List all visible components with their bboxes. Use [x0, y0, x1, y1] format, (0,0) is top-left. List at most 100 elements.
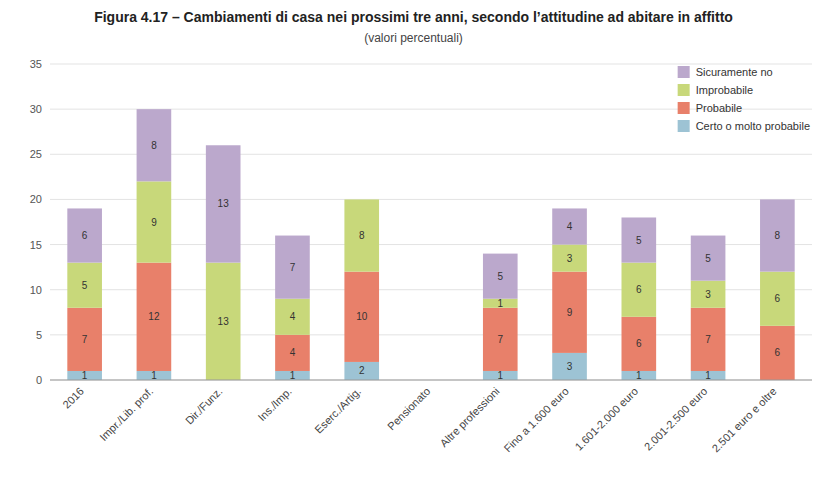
legend-swatch: [678, 120, 690, 132]
x-tick-label: Impr./Lib. prof.: [97, 385, 155, 443]
data-label: 8: [151, 140, 157, 151]
bar-segment: [344, 272, 379, 362]
y-tick-label: 25: [30, 148, 42, 160]
x-tick-label: 2.001-2.500 euro: [642, 385, 710, 453]
legend: Sicuramente no Improbabile Probabile Certo …: [678, 66, 810, 132]
data-label: 6: [82, 230, 88, 241]
data-label: 4: [290, 347, 296, 358]
data-label: 5: [82, 280, 88, 291]
bar-segment: [275, 299, 310, 335]
x-tick-label: Pensionato: [385, 385, 432, 432]
bar-segment: [622, 263, 657, 317]
chart: Figura 4.17 – Cambiamenti di casa nei pr…: [0, 0, 827, 492]
chart-container: Figura 4.17 – Cambiamenti di casa nei pr…: [0, 0, 827, 492]
data-label: 3: [567, 361, 573, 372]
data-label: 9: [151, 217, 157, 228]
data-label: 1: [82, 370, 88, 381]
bar-segment: [344, 362, 379, 380]
legend-swatch: [678, 102, 690, 114]
bars: [67, 109, 794, 380]
bar-segment: [691, 308, 726, 371]
legend-label: Improbabile: [696, 84, 753, 96]
title: Figura 4.17 – Cambiamenti di casa nei pr…: [94, 9, 733, 25]
bar-segment: [67, 208, 102, 262]
bar-segment: [67, 308, 102, 371]
bar-segment: [691, 281, 726, 308]
data-label: 4: [567, 221, 573, 232]
bar-segment: [344, 199, 379, 200]
data-label: 6: [636, 338, 642, 349]
data-label: 7: [705, 334, 711, 345]
data-label: 1: [636, 370, 642, 381]
x-tick-label: 1.601-2.000 euro: [572, 385, 640, 453]
bar-segment: [622, 371, 657, 380]
bar-segment: [483, 299, 518, 308]
y-tick-label: 35: [30, 58, 42, 70]
data-label: 5: [636, 235, 642, 246]
bar-segment: [691, 236, 726, 281]
data-label: 3: [705, 289, 711, 300]
data-label: 8: [775, 230, 781, 241]
y-tick-label: 30: [30, 103, 42, 115]
y-tick-label: 10: [30, 284, 42, 296]
legend-label: Sicuramente no: [696, 66, 773, 78]
y-tick-label: 5: [36, 329, 42, 341]
legend-label: Probabile: [696, 102, 742, 114]
data-label: 1: [705, 370, 711, 381]
data-label: 2: [359, 365, 365, 376]
bar-segment: [552, 353, 587, 380]
x-tick-label: Dir./Funz.: [183, 385, 225, 427]
x-tick-label: Ins./Imp.: [256, 385, 294, 423]
y-tick-label: 20: [30, 193, 42, 205]
bar-segment: [552, 208, 587, 244]
data-label: 6: [636, 284, 642, 295]
bar-segment: [483, 254, 518, 299]
bar-segment: [483, 308, 518, 371]
grid: [50, 64, 812, 380]
data-label: 7: [290, 262, 296, 273]
bar-segment: [552, 272, 587, 353]
bar-segment: [622, 217, 657, 262]
data-label: 7: [497, 334, 503, 345]
bar-segment: [760, 272, 795, 326]
bar-segment: [344, 199, 379, 271]
data-label: 1: [497, 370, 503, 381]
x-tick-label: Fino a 1.600 euro: [501, 385, 570, 454]
bar-segment: [137, 371, 172, 380]
data-label: 1: [290, 370, 296, 381]
data-label: 9: [567, 307, 573, 318]
bar-segment: [137, 263, 172, 371]
data-label: 7: [82, 334, 88, 345]
x-tick-label: 2.501 euro e oltre: [709, 385, 778, 454]
bar-segment: [137, 181, 172, 262]
bar-segment: [622, 317, 657, 371]
y-tick-label: 0: [36, 374, 42, 386]
data-label: 6: [775, 293, 781, 304]
bar-segment: [67, 263, 102, 308]
bar-segment: [67, 371, 102, 380]
data-label: 8: [359, 230, 365, 241]
legend-label: Certo o molto probabile: [696, 120, 810, 132]
x-tick-label: Eserc./Artig.: [312, 385, 363, 436]
data-label: 10: [356, 311, 368, 322]
x-tick-label: 2016: [60, 385, 86, 411]
bar-segment: [206, 145, 241, 262]
x-axis-line: [50, 380, 812, 381]
bar-segment: [275, 335, 310, 371]
bar-segment: [275, 236, 310, 299]
data-label: 5: [497, 271, 503, 282]
bar-segment: [137, 109, 172, 181]
bar-segment: [691, 371, 726, 380]
data-label: 6: [775, 347, 781, 358]
bar-segment: [206, 263, 241, 380]
data-label: 13: [218, 316, 230, 327]
bar-segment: [760, 199, 795, 271]
grid-line: [50, 380, 812, 381]
data-label: 1: [151, 370, 157, 381]
data-label: 5: [705, 253, 711, 264]
grid-line: [50, 64, 812, 65]
data-label: 12: [148, 311, 160, 322]
subtitle: (valori percentuali): [364, 31, 463, 45]
data-label: 3: [567, 253, 573, 264]
x-tick-label: Altre professioni: [437, 385, 501, 449]
